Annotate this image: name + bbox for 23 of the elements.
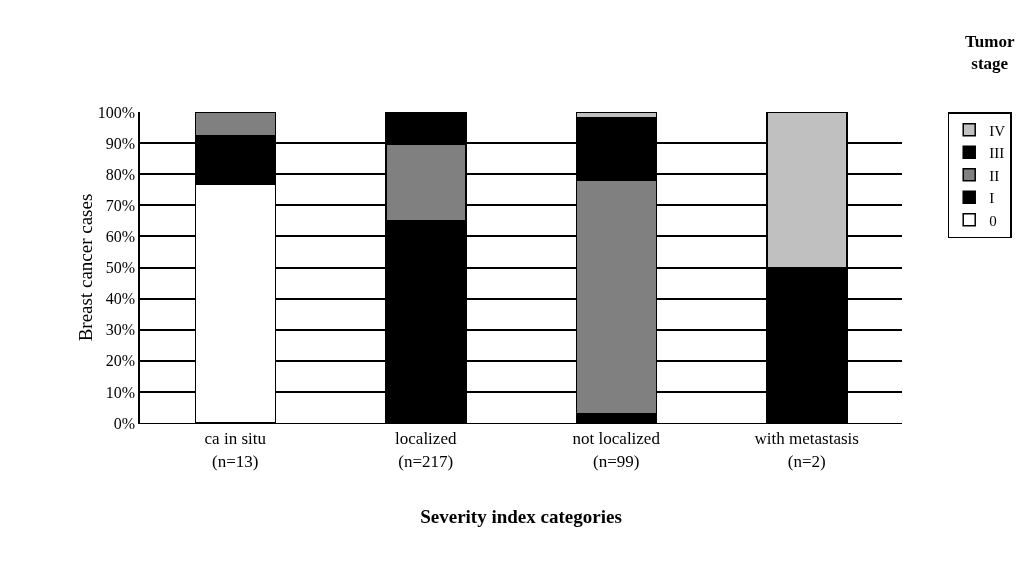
y-tick-label: 90% <box>105 134 136 152</box>
legend-label: IV <box>989 122 1006 139</box>
y-axis-title: Breast cancer cases <box>74 193 96 342</box>
x-tick-label: localized (n=217) <box>395 429 457 471</box>
legend-label: I <box>989 190 995 207</box>
x-tick-label: ca in situ (n=13) <box>204 429 267 471</box>
y-tick-label: 0% <box>113 414 136 432</box>
x-axis-title: Severity index categories <box>420 506 622 528</box>
x-tick-label: not localized (n=99) <box>572 429 661 471</box>
y-tick-label: 80% <box>105 165 136 183</box>
y-tick-label: 30% <box>105 321 136 339</box>
y-tick-label: 10% <box>105 383 136 401</box>
y-tick-label: 60% <box>105 228 136 245</box>
legend-label: 0 <box>989 212 997 229</box>
legend-label: II <box>989 167 1000 184</box>
y-tick-label: 100% <box>97 103 136 121</box>
legend-title: Tumor stage <box>965 32 1015 74</box>
y-tick-label: 20% <box>105 352 136 370</box>
y-tick-label: 70% <box>105 196 136 214</box>
y-tick-label: 50% <box>105 259 136 277</box>
x-tick-label: with metastasis (n=2) <box>754 429 859 471</box>
y-tick-label: 40% <box>105 290 136 308</box>
legend-label: III <box>989 145 1005 162</box>
